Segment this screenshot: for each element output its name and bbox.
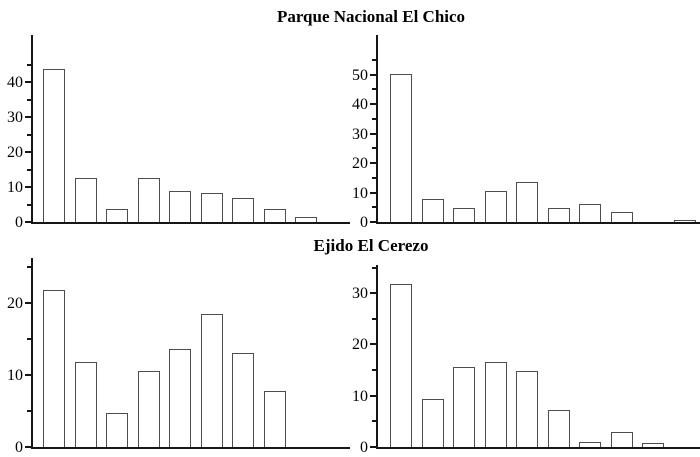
y-axis-major-tick <box>370 132 376 135</box>
bar <box>232 352 255 447</box>
histogram-parque-left: 0 10 20 30 40 <box>7 35 350 231</box>
y-axis-tick-label: 30 <box>7 109 23 127</box>
y-axis-tick-label: 20 <box>352 336 368 354</box>
y-axis-major-tick <box>25 301 31 304</box>
bar <box>74 361 97 447</box>
bar <box>516 181 538 222</box>
bar <box>295 217 318 222</box>
y-axis-tick-label: 10 <box>352 184 368 202</box>
y-axis-major-tick <box>370 191 376 194</box>
y-axis-tick-label: 30 <box>352 125 368 143</box>
y-axis-minor-tick <box>27 265 31 268</box>
y-axis-minor-tick <box>372 266 376 269</box>
y-axis-tick-label: 10 <box>352 387 368 405</box>
bar <box>43 69 66 222</box>
y-axis-tick-label: 0 <box>15 439 23 456</box>
y-axis-minor-tick <box>372 117 376 120</box>
y-axis-tick-label: 0 <box>360 214 368 231</box>
y-axis-tick-label: 40 <box>352 96 368 114</box>
bar <box>516 370 538 447</box>
bar <box>263 209 286 222</box>
bar <box>106 413 129 447</box>
y-axis-minor-tick <box>27 98 31 101</box>
bar <box>421 399 444 447</box>
histogram-cerezo-right: 0 10 20 30 <box>352 265 700 456</box>
bar <box>453 367 475 447</box>
y-axis-major-tick <box>370 103 376 106</box>
bar <box>390 283 412 447</box>
y-axis-minor-tick <box>372 147 376 150</box>
y-axis-minor-tick <box>27 337 31 340</box>
bar <box>200 193 223 222</box>
y-axis-major-tick <box>25 221 31 223</box>
bar <box>610 211 633 222</box>
y-axis-minor-tick <box>27 133 31 136</box>
chart-title-parque-nacional-el-chico: Parque Nacional El Chico <box>276 7 466 26</box>
y-axis-minor-tick <box>372 317 376 320</box>
bar <box>137 371 160 447</box>
chart-title-ejido-el-cerezo: Ejido El Cerezo <box>313 236 429 255</box>
bar <box>579 204 601 222</box>
y-axis-major-tick <box>25 151 31 154</box>
y-axis-tick-label: 20 <box>7 294 23 312</box>
bar <box>43 289 66 447</box>
bar <box>642 443 664 447</box>
bar <box>453 208 475 222</box>
y-axis-major-tick <box>370 221 376 223</box>
y-axis-major-tick <box>25 446 31 448</box>
y-axis-minor-tick <box>372 206 376 209</box>
y-axis-major-tick <box>370 394 376 397</box>
y-axis-minor-tick <box>372 420 376 423</box>
y-axis-minor-tick <box>27 203 31 206</box>
bar <box>232 197 255 222</box>
y-axis-major-tick <box>25 81 31 84</box>
bar <box>390 73 412 222</box>
bar <box>421 199 444 222</box>
bar <box>169 190 192 222</box>
bar <box>106 209 129 222</box>
histogram-cerezo-left: 0 10 20 <box>7 258 350 456</box>
bar <box>484 191 507 222</box>
y-axis-minor-tick <box>372 59 376 62</box>
bar <box>200 314 223 447</box>
y-axis-tick-label: 30 <box>352 285 368 303</box>
histogram-parque-right: 0 10 20 30 40 50 <box>352 35 700 231</box>
bar <box>610 432 633 447</box>
y-axis-minor-tick <box>27 168 31 171</box>
y-axis-minor-tick <box>372 369 376 372</box>
y-axis-minor-tick <box>27 409 31 412</box>
y-axis-major-tick <box>370 343 376 346</box>
y-axis-tick-label: 50 <box>352 66 368 84</box>
y-axis-minor-tick <box>27 63 31 66</box>
y-axis-tick-label: 20 <box>352 155 368 173</box>
y-axis-major-tick <box>25 186 31 189</box>
bar <box>673 219 696 222</box>
y-axis-tick-label: 0 <box>15 214 23 231</box>
bar <box>263 390 286 447</box>
y-axis-tick-label: 40 <box>7 74 23 92</box>
y-axis-tick-label: 20 <box>7 144 23 162</box>
bar <box>74 177 97 222</box>
y-axis-tick-label: 10 <box>7 366 23 384</box>
y-axis-tick-label: 0 <box>360 439 368 456</box>
bar <box>547 208 570 222</box>
y-axis-major-tick <box>370 446 376 448</box>
y-axis-tick-label: 10 <box>7 179 23 197</box>
bar <box>169 348 192 447</box>
y-axis-major-tick <box>25 116 31 119</box>
y-axis-major-tick <box>370 292 376 295</box>
bar <box>484 362 507 447</box>
bar <box>547 409 570 447</box>
y-axis-minor-tick <box>372 176 376 179</box>
bar <box>579 441 601 447</box>
y-axis-major-tick <box>370 73 376 76</box>
y-axis-minor-tick <box>372 88 376 91</box>
bar <box>137 177 160 222</box>
y-axis-major-tick <box>370 162 376 165</box>
y-axis-major-tick <box>25 373 31 376</box>
